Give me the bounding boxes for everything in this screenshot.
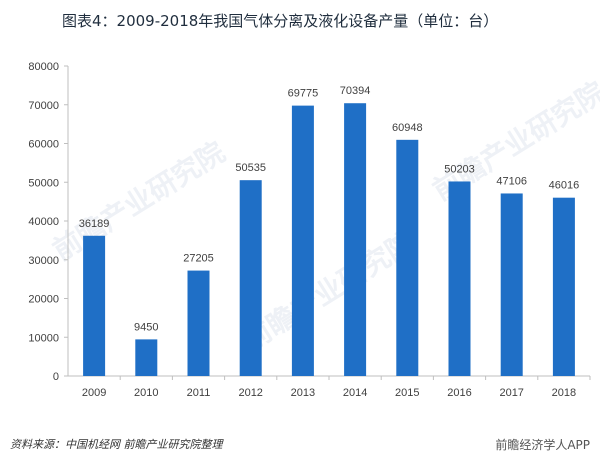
data-label-2017: 47106	[496, 175, 527, 187]
data-label-2011: 27205	[183, 253, 214, 265]
data-label-2015: 60948	[392, 122, 423, 134]
bar-2018	[552, 197, 575, 376]
y-tick-label: 50000	[28, 177, 59, 189]
x-tick-label: 2018	[552, 387, 576, 399]
bar-2009	[83, 235, 106, 376]
data-label-2014: 70394	[340, 85, 371, 97]
y-axis: 0 10000 20000 30000 40000 50000 60000 70000 8000…	[28, 61, 69, 383]
bar-2014	[344, 103, 367, 376]
x-tick-label: 2013	[291, 387, 315, 399]
data-label-2010: 9450	[134, 321, 158, 333]
data-labels: 36189 9450 27205 50535 69775 70394 60948 50203 4…	[79, 85, 579, 333]
y-tick-label: 0	[53, 371, 59, 383]
bar-2010	[135, 339, 158, 376]
source-note: 资料来源：中国机经网 前瞻产业研究院整理	[10, 438, 223, 451]
x-tick-label: 2011	[187, 387, 211, 399]
x-tick-label: 2014	[343, 387, 367, 399]
y-tick-label: 70000	[28, 100, 59, 112]
bar-2012	[239, 180, 262, 376]
bar-2016	[448, 181, 471, 376]
y-tick-label: 10000	[28, 332, 59, 344]
bar-2013	[291, 105, 314, 376]
data-label-2012: 50535	[235, 162, 266, 174]
chart-title: 图表4：2009-2018年我国气体分离及液化设备产量（单位：台）	[62, 12, 499, 30]
y-tick-label: 30000	[28, 255, 59, 267]
y-tick-label: 60000	[28, 139, 59, 151]
bar-2017	[500, 193, 523, 376]
bar-2015	[396, 139, 419, 376]
bars	[83, 103, 575, 376]
data-label-2009: 36189	[79, 218, 110, 230]
x-tick-label: 2012	[238, 387, 262, 399]
x-tick-label: 2017	[499, 387, 523, 399]
x-tick-label: 2016	[447, 387, 471, 399]
data-label-2016: 50203	[444, 163, 475, 175]
y-tick-label: 20000	[28, 294, 59, 306]
data-label-2018: 46016	[549, 180, 580, 192]
wechat-label: 前瞻经济学人APP	[495, 438, 590, 452]
x-tick-label: 2009	[82, 387, 106, 399]
data-label-2013: 69775	[288, 88, 319, 100]
y-tick-label: 40000	[28, 216, 59, 228]
bar-2011	[187, 270, 210, 376]
y-tick-label: 80000	[28, 61, 59, 73]
x-tick-label: 2015	[395, 387, 419, 399]
x-axis: 2009 2010 2011 2012 2013 2014 2015 2016 2017 2018	[68, 375, 591, 399]
x-tick-label: 2010	[134, 387, 158, 399]
